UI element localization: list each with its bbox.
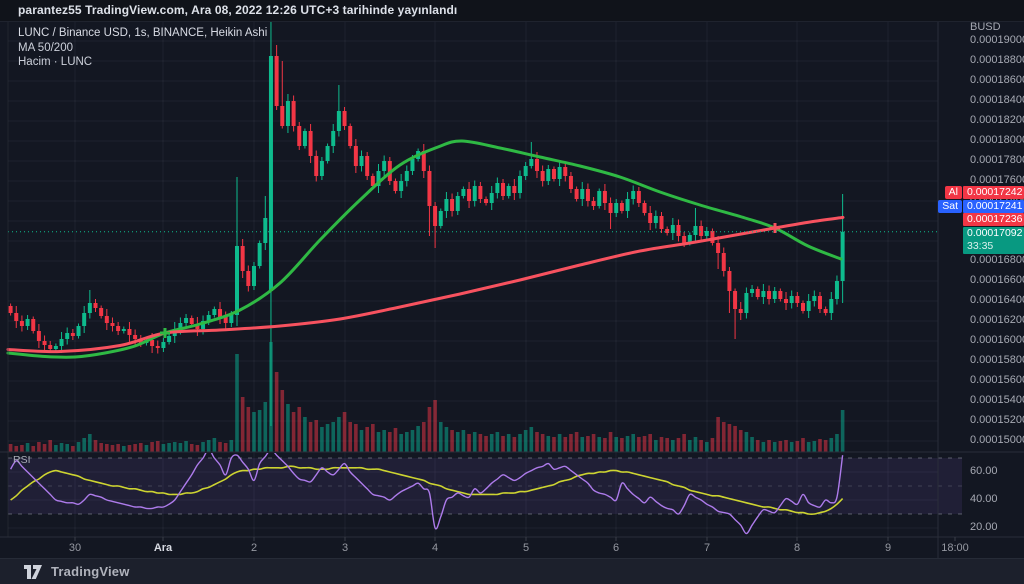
- time-axis-label: 4: [431, 542, 439, 554]
- buy-button[interactable]: Al: [944, 186, 962, 199]
- publish-text: parantez55 TradingView.com, Ara 08, 2022…: [18, 3, 458, 17]
- gridlines: [8, 22, 938, 537]
- ma50-line: [6, 139, 843, 359]
- last-price-badge: 0.00017092 33:35: [963, 226, 1024, 254]
- volume-bars: [8, 342, 845, 452]
- price-axis-label: 0.00015000: [970, 434, 1024, 446]
- price-axis-label: 0.00018400: [970, 94, 1024, 106]
- price-axis-label: 0.00016800: [970, 254, 1024, 266]
- time-axis-label: 7: [703, 542, 711, 554]
- sell-button[interactable]: Sat: [938, 200, 962, 213]
- time-axis-label: 5: [522, 542, 530, 554]
- time-axis-label: Ara: [153, 542, 173, 554]
- price-axis-label: 0.00015800: [970, 354, 1024, 366]
- price-axis-label: 0.00016000: [970, 334, 1024, 346]
- rsi-line: [9, 453, 844, 535]
- time-axis[interactable]: 30 Ara 2 3 4 5 6 7 8 9 18:00: [0, 537, 1024, 558]
- ma200-line: [6, 215, 845, 354]
- price-axis-label: 0.00018600: [970, 74, 1024, 86]
- tradingview-brand-link[interactable]: TradingView: [51, 564, 130, 579]
- time-axis-label: 9: [884, 542, 892, 554]
- rsi-axis-label: 20.00: [970, 521, 998, 533]
- price-axis-label: 0.00018200: [970, 114, 1024, 126]
- rsi-axis-label: 40.00: [970, 493, 998, 505]
- price-axis-label: 0.00017800: [970, 154, 1024, 166]
- rsi-axis-label: 60.00: [970, 465, 998, 477]
- price-axis-label: 0.00015400: [970, 394, 1024, 406]
- ma-cross-marker: [770, 223, 780, 233]
- price-axis-label: 0.00015600: [970, 374, 1024, 386]
- publish-banner: parantez55 TradingView.com, Ara 08, 2022…: [0, 0, 1024, 22]
- time-axis-label: 8: [793, 542, 801, 554]
- last-price-value: 0.00017092: [967, 226, 1023, 239]
- candles: [8, 22, 845, 426]
- chart-legend: LUNC / Binance USD, 1s, BINANCE, Heikin …: [18, 26, 267, 70]
- time-axis-label: 6: [612, 542, 620, 554]
- price-axis-label: 0.00016400: [970, 294, 1024, 306]
- price-axis-label: 0.00016200: [970, 314, 1024, 326]
- price-axis-label: 0.00015200: [970, 414, 1024, 426]
- legend-volume[interactable]: Hacim · LUNC: [18, 56, 93, 68]
- price-axis-label: 0.00019000: [970, 34, 1024, 46]
- bottom-toolbar: TradingView: [0, 558, 1024, 584]
- price-axis-label: 0.00016600: [970, 274, 1024, 286]
- rsi-ma-line: [10, 465, 844, 515]
- legend-ma[interactable]: MA 50/200: [18, 41, 73, 54]
- candle-countdown: 33:35: [967, 239, 994, 252]
- price-axis-unit: BUSD: [970, 21, 1001, 33]
- tradingview-logo-icon[interactable]: [24, 564, 43, 579]
- ask-price-badge[interactable]: 0.00017242: [963, 186, 1024, 199]
- time-axis-label: 30: [68, 542, 82, 554]
- price-axis[interactable]: BUSD 0.00019000 0.00018800 0.00018600 0.0001…: [938, 21, 1024, 537]
- ma-cross-marker: [160, 328, 170, 338]
- time-axis-label: 18:00: [941, 542, 969, 554]
- time-axis-label: 3: [341, 542, 349, 554]
- price-axis-label: 0.00017600: [970, 174, 1024, 186]
- price-axis-label: 0.00018000: [970, 134, 1024, 146]
- bid-price-badge[interactable]: 0.00017241: [963, 200, 1024, 213]
- rsi-indicator-label[interactable]: RSI: [13, 454, 31, 466]
- legend-symbol[interactable]: LUNC / Binance USD, 1s, BINANCE, Heikin …: [18, 27, 268, 39]
- time-axis-label: 2: [250, 542, 258, 554]
- price-axis-label: 0.00018800: [970, 54, 1024, 66]
- ma200-value-badge: 0.00017236: [963, 213, 1024, 226]
